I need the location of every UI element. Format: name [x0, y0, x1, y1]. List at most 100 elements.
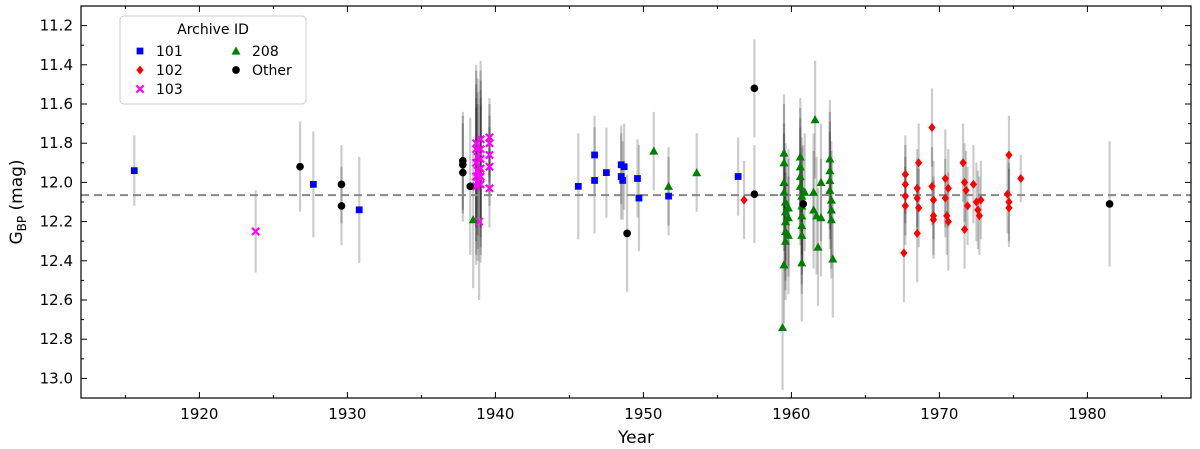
data-point-208 [795, 162, 805, 171]
y-axis-label-unit: (mag) [7, 159, 27, 215]
data-point-other [623, 229, 631, 238]
data-point-103 [476, 172, 485, 181]
data-point-103 [476, 154, 485, 164]
data-point-101 [620, 163, 628, 171]
legend-label-other: Other [252, 63, 292, 79]
data-point-102 [962, 185, 970, 195]
data-point-208 [649, 146, 659, 155]
data-point-102 [1005, 197, 1013, 207]
data-point-208 [825, 166, 835, 175]
data-point-103 [476, 179, 485, 189]
data-point-103 [476, 134, 485, 144]
data-point-208 [795, 172, 805, 181]
x-axis: 1920 1930 1940 1950 1960 1970 1980 [124, 6, 1162, 423]
data-point-208 [468, 215, 478, 224]
data-point-other [296, 162, 304, 171]
data-point-other [750, 84, 759, 93]
data-point-208 [826, 215, 836, 224]
data-point-101 [619, 177, 627, 184]
data-point-208 [780, 236, 790, 245]
data-point-103 [476, 164, 485, 174]
data-point-102 [915, 203, 923, 213]
data-point-208 [692, 168, 702, 177]
data-point-102 [900, 248, 908, 258]
x-axis-label: Year [617, 428, 654, 448]
data-point-101 [355, 206, 363, 214]
data-point-208 [797, 221, 807, 230]
data-point-102 [959, 158, 967, 168]
data-point-101 [309, 180, 317, 188]
y-tick-label: 12.0 [40, 173, 73, 191]
data-point-other [459, 160, 467, 169]
data-point-101 [734, 173, 742, 180]
data-point-102 [901, 179, 909, 189]
legend-marker-208 [231, 46, 241, 55]
y-axis-label-main: G [7, 231, 27, 244]
data-point-208 [810, 115, 820, 124]
legend-box [119, 15, 307, 105]
data-point-208 [816, 213, 826, 222]
data-point-102 [963, 201, 972, 211]
y-tick-label: 12.6 [40, 291, 73, 309]
y-axis-label-sub: BP [15, 216, 29, 231]
data-point-208 [809, 187, 819, 196]
data-point-208 [826, 205, 836, 214]
data-point-208 [816, 177, 826, 186]
y-tick-label: 12.4 [40, 252, 73, 270]
x-tick-label: 1930 [328, 405, 366, 423]
data-point-208 [783, 213, 793, 222]
legend-label-102: 102 [156, 63, 183, 79]
data-point-101 [634, 175, 641, 182]
data-point-other [466, 182, 475, 191]
data-point-102 [975, 211, 983, 221]
data-point-208 [795, 181, 805, 190]
data-point-101 [635, 194, 643, 202]
data-point-102 [943, 211, 951, 221]
data-point-103 [251, 227, 261, 236]
data-point-other [337, 202, 346, 210]
y-tick-label: 11.4 [40, 56, 73, 74]
data-point-102 [1003, 189, 1012, 199]
data-point-101 [130, 167, 138, 175]
data-point-102 [740, 195, 748, 205]
data-point-102 [941, 173, 949, 183]
legend-label-101: 101 [156, 44, 183, 60]
data-point-103 [474, 217, 484, 226]
data-point-208 [797, 230, 807, 239]
x-tick-label: 1960 [772, 405, 810, 423]
legend-label-208: 208 [252, 44, 279, 60]
data-point-102 [960, 224, 969, 234]
data-point-other [459, 168, 467, 177]
data-point-101 [574, 182, 582, 190]
data-point-102 [913, 193, 921, 203]
y-tick-label: 11.8 [40, 134, 73, 152]
data-point-208 [826, 195, 836, 204]
data-point-101 [603, 169, 610, 176]
legend: Archive ID 101 102 103 208 Other [119, 15, 307, 105]
data-point-208 [783, 230, 793, 239]
data-point-other [1105, 200, 1114, 208]
data-point-103 [485, 162, 494, 172]
data-point-103 [471, 181, 481, 191]
data-point-102 [929, 195, 938, 205]
data-point-102 [901, 170, 909, 180]
data-point-103 [485, 183, 494, 193]
data-point-208 [783, 203, 793, 212]
data-point-208 [825, 154, 835, 163]
data-point-102 [969, 179, 978, 189]
data-point-208 [825, 175, 835, 185]
data-point-102 [901, 191, 909, 201]
data-point-101 [665, 192, 672, 200]
data-point-102 [960, 177, 969, 187]
data-point-102 [977, 195, 985, 205]
legend-title: Archive ID [177, 22, 249, 38]
x-tick-label: 1970 [920, 405, 958, 423]
data-point-103 [485, 138, 494, 148]
x-tick-label: 1920 [180, 405, 218, 423]
data-point-102 [944, 217, 952, 227]
legend-marker-102 [136, 65, 144, 75]
data-point-102 [928, 123, 936, 133]
data-point-208 [795, 152, 805, 161]
data-point-208 [778, 322, 788, 332]
